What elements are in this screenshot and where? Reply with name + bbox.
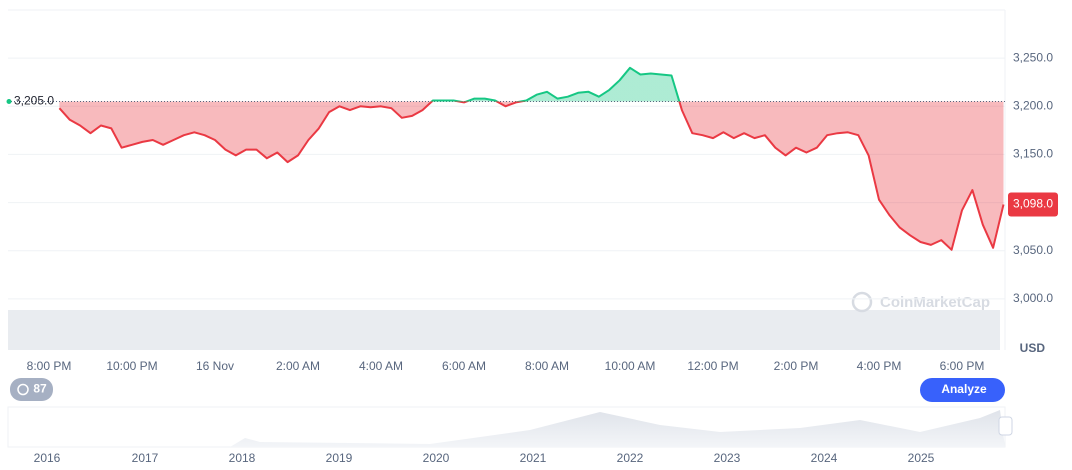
history-icon <box>17 383 29 396</box>
x-tick-label: 10:00 AM <box>605 359 656 373</box>
x-tick-label: 2:00 PM <box>774 359 819 373</box>
navigator-area <box>8 410 1005 447</box>
analyze-label: Analyze <box>941 382 987 396</box>
price-line <box>58 66 1005 251</box>
navigator-label: 2023 <box>714 451 741 465</box>
navigator-label: 2024 <box>811 451 838 465</box>
last-price-badge <box>1008 192 1058 217</box>
y-tick-label: 3,050.0 <box>1013 243 1053 257</box>
x-tick-label: 10:00 PM <box>106 359 157 373</box>
navigator-label: 2022 <box>617 451 644 465</box>
navigator-label: 2021 <box>520 451 547 465</box>
x-tick-label: 12:00 PM <box>687 359 738 373</box>
navigator-label: 2018 <box>229 451 256 465</box>
baseline-dot <box>6 98 12 104</box>
last-price-label: 3,098.0 <box>1013 197 1053 211</box>
watermark: CoinMarketCap <box>880 294 990 311</box>
x-tick-label: 8:00 AM <box>525 359 569 373</box>
history-count: 87 <box>33 382 47 396</box>
history-button[interactable] <box>10 378 53 401</box>
navigator-handle[interactable] <box>998 416 1013 436</box>
navigator-label: 2017 <box>132 451 159 465</box>
y-tick-label: 3,250.0 <box>1013 50 1053 64</box>
currency: USD <box>1020 341 1046 355</box>
x-tick-label: 4:00 AM <box>359 359 403 373</box>
area <box>59 67 1004 250</box>
volume-area <box>8 310 1000 350</box>
baseline-label: 3,205.0 <box>14 94 54 108</box>
analyze-button[interactable] <box>920 378 1005 402</box>
navigator-label: 2020 <box>423 451 450 465</box>
x-tick-label: 2:00 AM <box>276 359 320 373</box>
x-tick-label: 6:00 AM <box>442 359 486 373</box>
y-tick-label: 3,000.0 <box>1013 291 1053 305</box>
navigator-label: 2016 <box>34 451 61 465</box>
watermark-logo <box>851 291 873 313</box>
x-tick-label: 8:00 PM <box>27 359 72 373</box>
x-tick-label: 4:00 PM <box>857 359 902 373</box>
navigator-label: 2019 <box>326 451 353 465</box>
x-tick-label: 6:00 PM <box>940 359 985 373</box>
navigator-label: 2025 <box>908 451 935 465</box>
y-tick-label: 3,200.0 <box>1013 98 1053 112</box>
y-tick-label: 3,150.0 <box>1013 147 1053 161</box>
x-tick-label: 16 Nov <box>196 359 234 373</box>
